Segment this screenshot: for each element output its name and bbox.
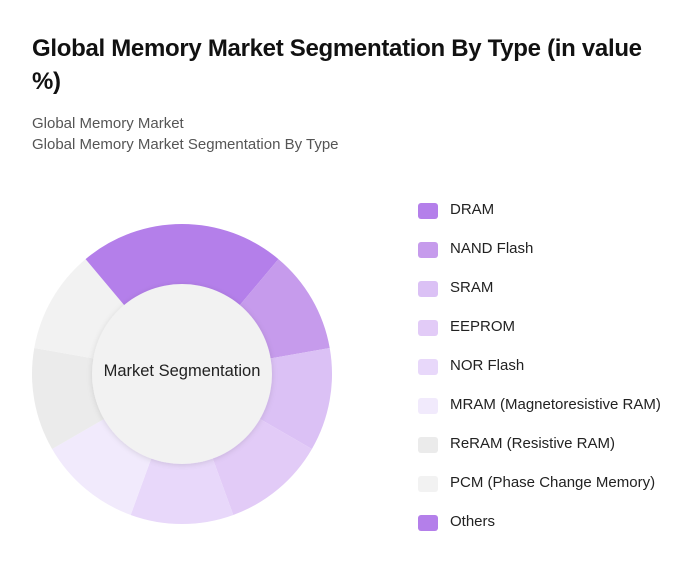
legend-label: PCM (Phase Change Memory)	[450, 474, 656, 491]
donut-slice[interactable]	[85, 224, 182, 307]
legend-item[interactable]: PCM (Phase Change Memory)	[418, 472, 688, 494]
legend-label: EEPROM	[450, 318, 516, 335]
legend-item[interactable]: Others	[418, 511, 688, 533]
legend-item[interactable]: EEPROM	[418, 316, 688, 338]
donut-center	[92, 284, 272, 464]
chart-legend: DRAM NAND Flash SRAM EEPROM NOR Flash MRAM (M…	[418, 199, 688, 550]
donut-slice[interactable]	[130, 456, 234, 524]
legend-swatch-icon	[418, 242, 438, 258]
legend-label: ReRAM (Resistive RAM)	[450, 435, 616, 452]
donut-slice[interactable]	[52, 418, 152, 515]
donut-chart	[31, 224, 332, 524]
chart-title: Global Memory Market Segmentation By Typ…	[32, 35, 642, 95]
donut-slice[interactable]	[258, 347, 332, 449]
subtitle-line-2: Global Memory Market Segmentation By Typ…	[32, 136, 339, 153]
donut-slice[interactable]	[212, 418, 312, 515]
legend-item[interactable]: NAND Flash	[418, 238, 688, 260]
legend-label: Others	[450, 513, 496, 530]
legend-item[interactable]: SRAM	[418, 277, 688, 299]
legend-item[interactable]: ReRAM (Resistive RAM)	[418, 433, 688, 455]
donut-slice[interactable]	[182, 224, 279, 307]
legend-item[interactable]: NOR Flash	[418, 355, 688, 377]
donut-slice[interactable]	[31, 347, 106, 449]
center-label: Market Segmentation	[103, 362, 261, 380]
legend-swatch-icon	[418, 359, 438, 375]
legend-label: NAND Flash	[450, 240, 534, 257]
legend-swatch-icon	[418, 320, 438, 336]
legend-label: SRAM	[450, 279, 494, 296]
legend-swatch-icon	[418, 515, 438, 531]
legend-label: DRAM	[450, 201, 495, 218]
legend-item[interactable]: DRAM	[418, 199, 688, 221]
legend-swatch-icon	[418, 437, 438, 453]
legend-swatch-icon	[418, 398, 438, 414]
legend-item[interactable]: MRAM (Magnetoresistive RAM)	[418, 394, 688, 416]
legend-label: NOR Flash	[450, 357, 525, 374]
legend-swatch-icon	[418, 281, 438, 297]
subtitle-line-1: Global Memory Market	[32, 115, 184, 132]
chart-subtitle: Global Memory Market Global Memory Marke…	[32, 113, 339, 155]
legend-swatch-icon	[418, 476, 438, 492]
legend-swatch-icon	[418, 203, 438, 219]
legend-label: MRAM (Magnetoresistive RAM)	[450, 396, 661, 413]
